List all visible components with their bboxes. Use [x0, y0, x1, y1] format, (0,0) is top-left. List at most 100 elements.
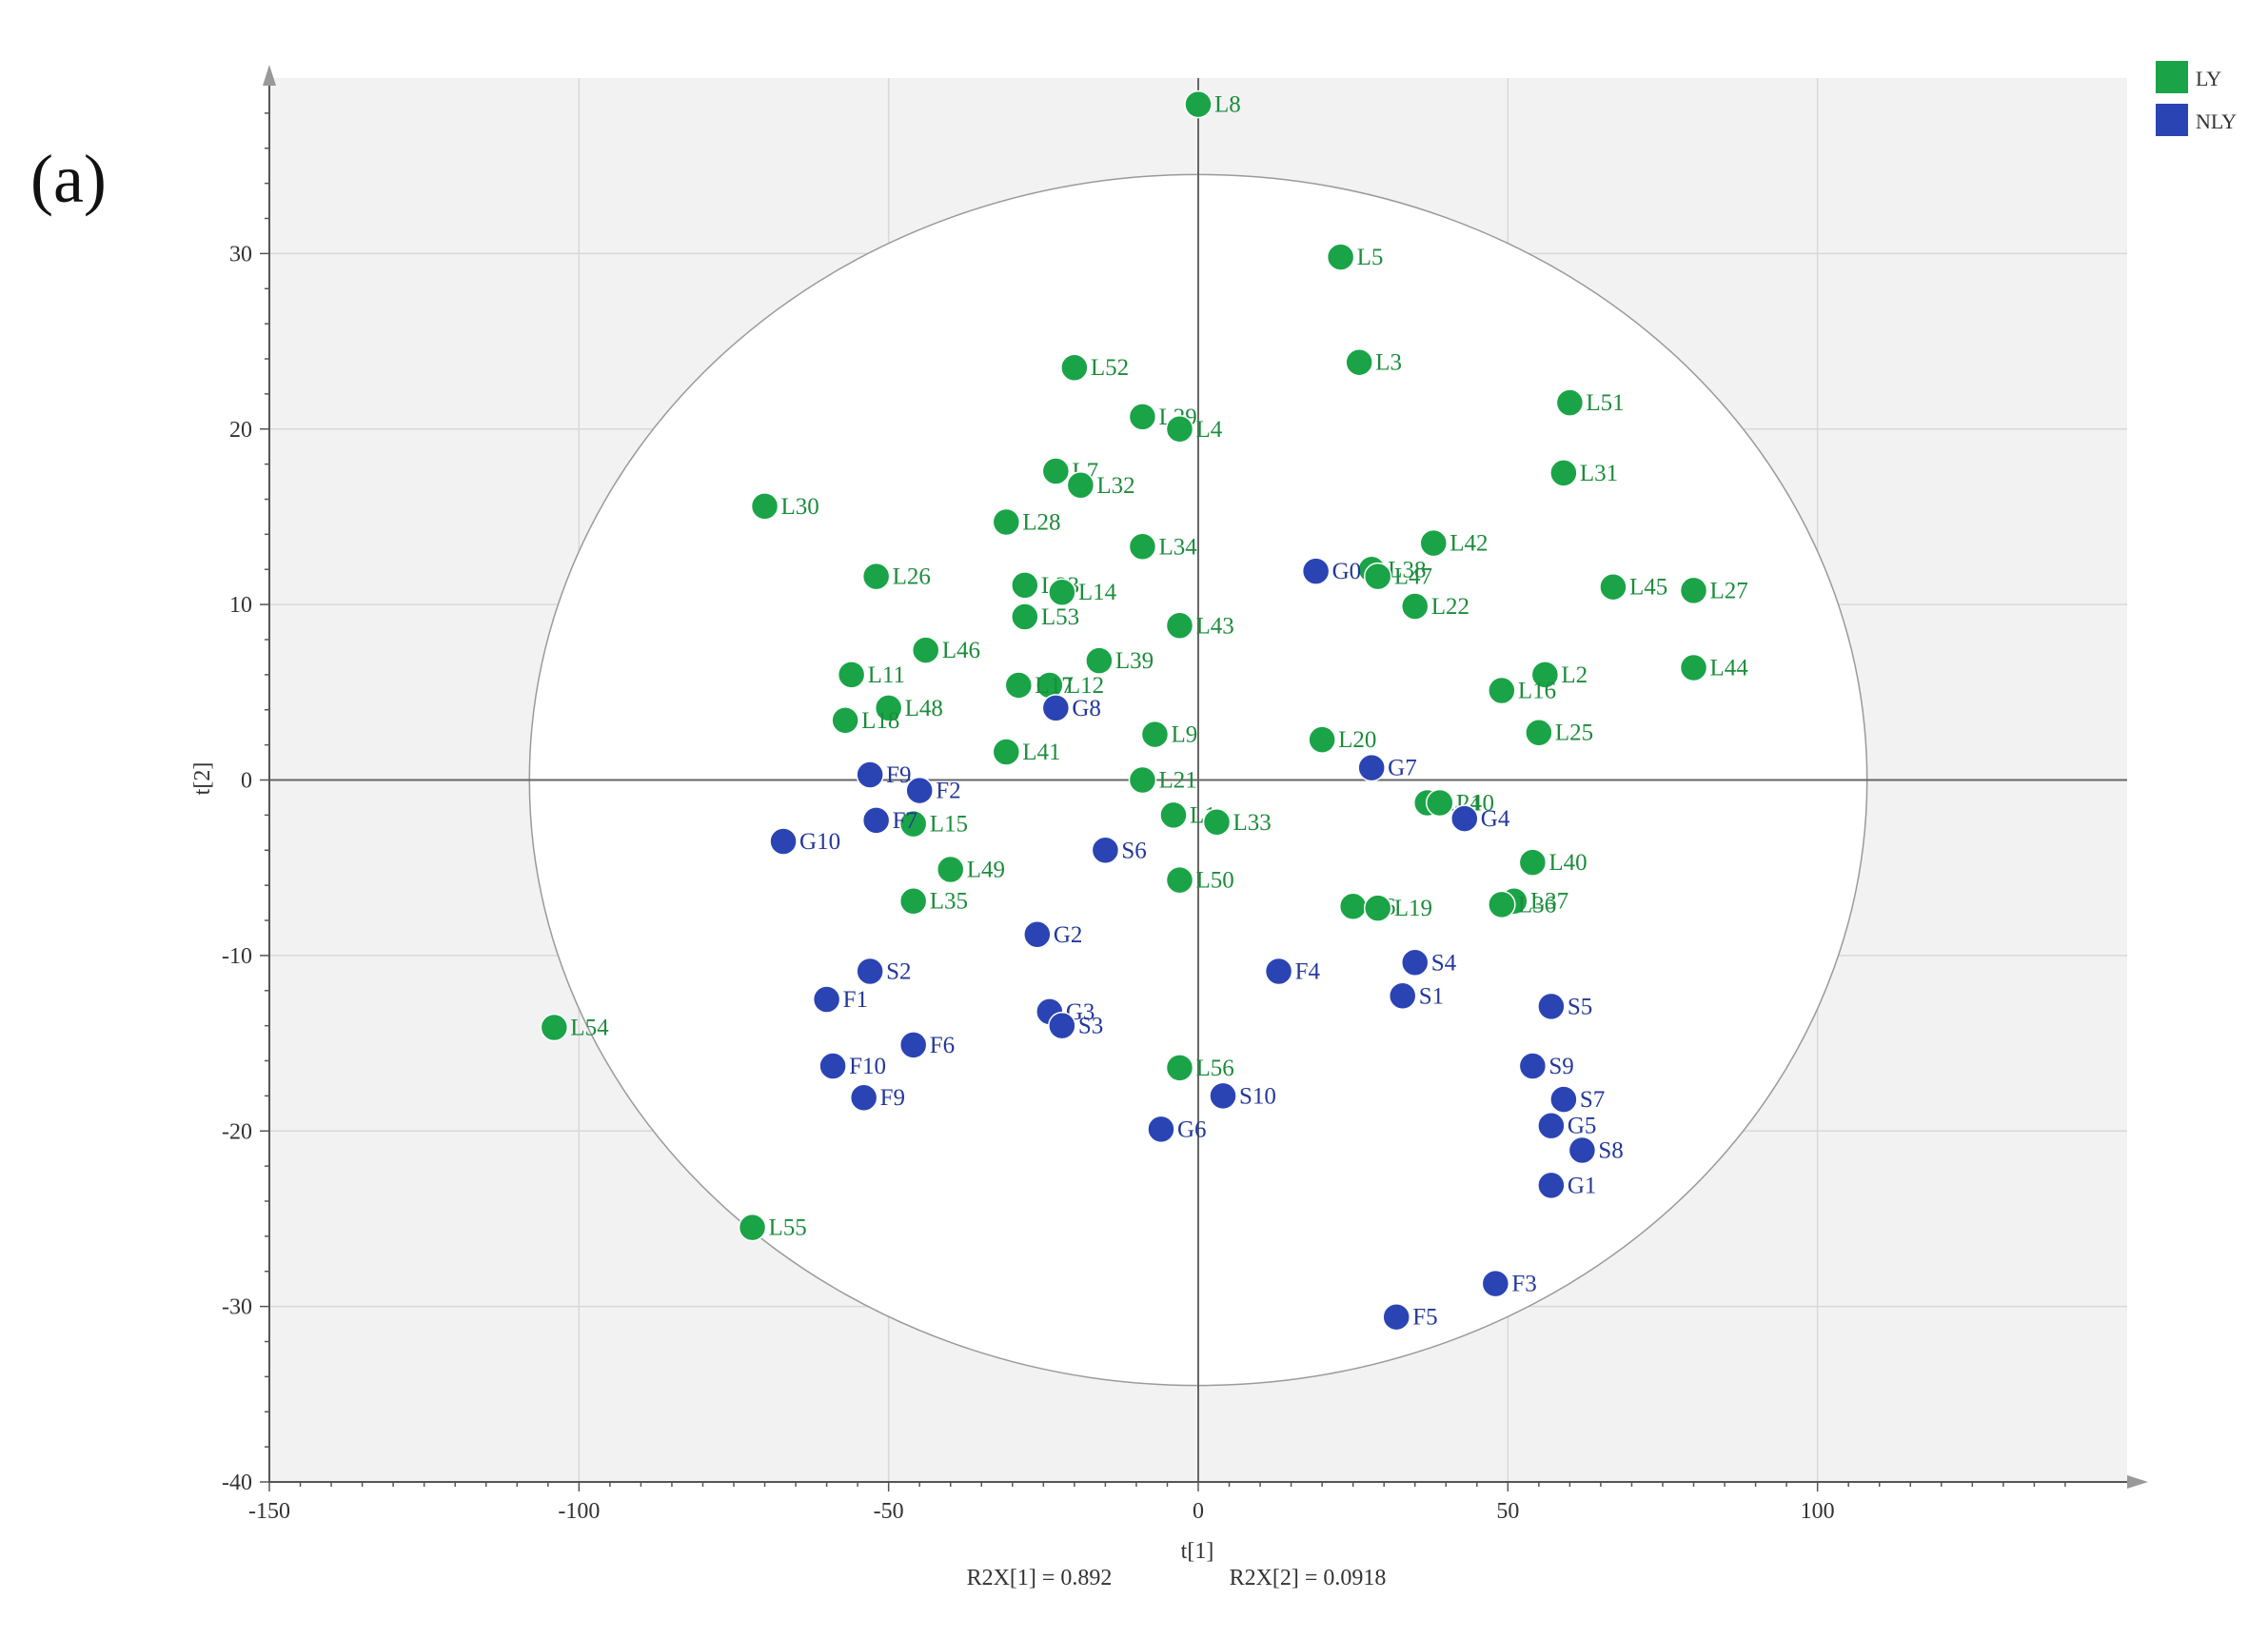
data-point — [1308, 725, 1336, 754]
data-point-label: L32 — [1096, 473, 1134, 499]
data-point — [1426, 788, 1454, 818]
data-point-label: F9 — [886, 762, 911, 788]
data-point-label: G4 — [1481, 806, 1510, 832]
data-point-label: L11 — [868, 662, 905, 688]
y-tick-label: 0 — [241, 769, 252, 794]
data-point-label: L22 — [1431, 594, 1469, 620]
data-point-label: L30 — [781, 494, 819, 520]
data-point-label: L27 — [1710, 578, 1748, 603]
data-point-label: F10 — [849, 1054, 886, 1079]
data-point — [1488, 676, 1516, 705]
data-point — [1419, 528, 1449, 558]
data-point-label: L12 — [1066, 673, 1104, 699]
data-point-label: L39 — [1115, 648, 1154, 674]
data-point — [1549, 1085, 1578, 1114]
data-point — [1060, 353, 1089, 382]
data-point — [1488, 890, 1516, 919]
data-point — [1400, 948, 1430, 977]
data-point-label: L4 — [1195, 417, 1222, 443]
data-point — [1326, 243, 1355, 271]
data-point — [1537, 992, 1566, 1021]
data-point — [1066, 471, 1095, 500]
data-point-label: L26 — [893, 564, 931, 590]
data-point — [898, 1031, 928, 1059]
data-point-label: L45 — [1629, 575, 1667, 601]
data-point-label: L9 — [1171, 722, 1197, 748]
data-point-label: L20 — [1338, 727, 1376, 753]
data-point — [750, 492, 779, 521]
data-point — [1202, 808, 1232, 837]
data-point-label: L31 — [1580, 461, 1618, 486]
data-point — [1128, 403, 1157, 431]
data-point — [1165, 865, 1194, 895]
data-point — [1048, 1011, 1076, 1040]
data-point — [1549, 459, 1578, 487]
data-point — [1011, 602, 1039, 631]
x-axis-arrow — [2127, 1475, 2148, 1489]
data-point-label: G10 — [799, 829, 840, 855]
x-tick-label: 0 — [1193, 1499, 1204, 1524]
data-point — [1147, 1115, 1175, 1144]
data-point-label: L5 — [1357, 245, 1384, 270]
x-tick-label: -100 — [558, 1499, 600, 1524]
data-point-label: G1 — [1568, 1173, 1597, 1198]
data-point-label: L55 — [769, 1215, 807, 1241]
data-point — [1530, 661, 1560, 689]
data-point — [831, 706, 859, 735]
data-point — [1041, 694, 1071, 722]
data-point — [1023, 920, 1052, 949]
data-point-label: S10 — [1239, 1083, 1276, 1109]
data-point-label: L25 — [1555, 721, 1593, 746]
data-point-label: L47 — [1394, 564, 1432, 590]
data-point-label: S1 — [1419, 983, 1444, 1009]
data-point — [1140, 720, 1170, 749]
panel-label: (a) — [30, 141, 107, 217]
data-point-label: F9 — [880, 1085, 905, 1111]
data-point — [1400, 592, 1430, 621]
data-point-label: L18 — [861, 708, 899, 734]
data-point — [1363, 562, 1392, 591]
data-point-label: L52 — [1091, 355, 1129, 381]
x-axis-title: t[1] — [1181, 1539, 1214, 1564]
data-point-label: S4 — [1431, 950, 1457, 976]
data-point — [1091, 836, 1120, 864]
data-point — [1518, 1052, 1548, 1080]
data-point — [1128, 532, 1157, 562]
data-point — [738, 1213, 767, 1242]
data-point-label: L49 — [967, 858, 1005, 883]
data-point — [861, 562, 891, 591]
data-point — [1338, 892, 1368, 920]
y-axis-title: t[2] — [190, 762, 215, 796]
data-point-label: S5 — [1568, 994, 1592, 1019]
y-tick-label: -20 — [222, 1119, 252, 1144]
data-point-label: L2 — [1561, 662, 1588, 688]
y-tick-label: 20 — [229, 418, 252, 443]
data-point — [898, 809, 928, 839]
data-point — [1450, 804, 1479, 833]
data-point-label: F3 — [1511, 1272, 1536, 1297]
data-point — [1537, 1171, 1566, 1200]
data-point — [1363, 894, 1392, 922]
data-point-label: L50 — [1195, 868, 1233, 894]
data-point-label: G0 — [1332, 559, 1362, 584]
data-point-label: L42 — [1450, 531, 1488, 557]
data-point-label: G8 — [1072, 696, 1101, 721]
data-point-label: L54 — [570, 1015, 609, 1040]
data-point — [1209, 1081, 1237, 1111]
data-point — [1679, 653, 1708, 682]
data-point-label: L35 — [930, 889, 968, 915]
data-point — [898, 886, 928, 916]
data-point — [1165, 1054, 1194, 1082]
data-point — [1041, 457, 1071, 485]
data-point — [992, 507, 1021, 537]
data-point — [911, 636, 940, 664]
data-point-label: L8 — [1214, 92, 1241, 118]
x-tick-label: -150 — [248, 1499, 290, 1524]
data-point-label: L19 — [1394, 896, 1432, 921]
data-point-label: L37 — [1530, 889, 1568, 915]
data-point-label: F7 — [893, 808, 917, 834]
data-point-label: L28 — [1022, 509, 1060, 535]
data-point — [1165, 611, 1194, 640]
data-point-label: S2 — [886, 958, 911, 984]
data-point-label: L48 — [905, 696, 943, 721]
